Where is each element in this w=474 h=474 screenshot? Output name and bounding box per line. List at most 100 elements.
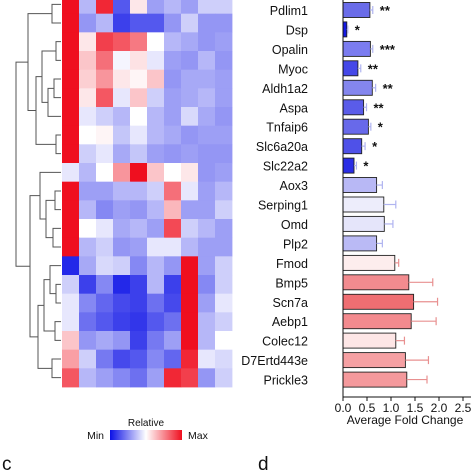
heatmap-cell xyxy=(181,219,199,239)
significance-marker: ** xyxy=(383,81,394,96)
bar xyxy=(342,313,412,330)
heatmap-cell xyxy=(113,0,131,15)
dendrogram-link xyxy=(35,76,56,145)
bar-chart: ***************0.0 0.5 1.0 1.5 2.0 2.5Average… xyxy=(335,0,472,427)
bar xyxy=(342,60,359,77)
heatmap-cell xyxy=(130,293,148,313)
heatmap-cell xyxy=(113,331,131,351)
heatmap-cell xyxy=(79,256,97,276)
bar xyxy=(342,2,371,18)
heatmap-cell xyxy=(113,13,131,33)
heatmap-cell xyxy=(79,69,97,89)
heatmap-cell xyxy=(198,368,216,388)
heatmap-cell xyxy=(113,368,131,388)
color-scale: Relative Min Max xyxy=(87,418,209,442)
heatmap-cell xyxy=(164,88,182,108)
heatmap-cell xyxy=(215,293,233,313)
dendrogram-link xyxy=(54,321,61,341)
bar xyxy=(342,177,378,193)
heatmap-cell xyxy=(181,144,199,164)
dendrogram xyxy=(15,3,61,379)
dendrogram-link xyxy=(55,283,61,304)
heatmap-cell xyxy=(198,107,216,127)
heatmap-cell xyxy=(62,32,80,52)
heatmap-cell xyxy=(130,181,148,201)
heatmap-cell xyxy=(62,368,80,388)
heatmap-cell xyxy=(181,256,199,276)
heatmap-cell xyxy=(181,163,199,183)
heatmap-cell xyxy=(113,32,131,52)
heatmap-cell xyxy=(130,69,148,89)
heatmap-cell xyxy=(79,331,97,351)
bar xyxy=(342,79,373,96)
heatmap-cell xyxy=(147,349,165,369)
heatmap-cell xyxy=(215,368,233,388)
heatmap-cell xyxy=(79,237,97,257)
heatmap-cell xyxy=(164,256,182,276)
gene-label: Myoc xyxy=(278,62,308,76)
heatmap-cell xyxy=(130,219,148,239)
significance-marker: * xyxy=(355,23,361,38)
significance-marker: *** xyxy=(380,42,396,57)
heatmap-cell xyxy=(96,349,114,369)
heatmap-cell xyxy=(113,107,131,127)
heatmap-cell xyxy=(215,349,233,369)
heatmap-cell xyxy=(130,237,148,257)
heatmap-cell xyxy=(164,312,182,332)
heatmap-cell xyxy=(62,144,80,164)
heatmap-cell xyxy=(181,349,199,369)
heatmap-cell xyxy=(130,368,148,388)
heatmap-cell xyxy=(113,88,131,108)
x-tick-label: 2.0 xyxy=(431,401,448,415)
gene-label: D7Ertd443e xyxy=(241,354,308,368)
heatmap-cell xyxy=(164,237,182,257)
heatmap-cell xyxy=(164,200,182,220)
panel-label-c: c xyxy=(2,454,12,474)
heatmap-cell xyxy=(62,125,80,145)
heatmap-cell xyxy=(130,349,148,369)
gene-label: Plp2 xyxy=(283,237,308,251)
bar xyxy=(342,274,410,291)
bar xyxy=(342,40,371,57)
heatmap-cell xyxy=(181,181,199,201)
dendrogram-link xyxy=(55,41,61,61)
heatmap-cell xyxy=(79,200,97,220)
heatmap-cell xyxy=(79,32,97,52)
heatmap-cell xyxy=(130,331,148,351)
x-tick-label: 2.5 xyxy=(455,401,472,415)
heatmap-cell xyxy=(96,219,114,239)
heatmap-cell xyxy=(164,275,182,295)
bar xyxy=(342,235,378,252)
bar xyxy=(342,352,406,369)
heatmap-cell xyxy=(215,13,233,33)
heatmap-cell xyxy=(147,107,165,127)
heatmap-cell xyxy=(215,312,233,332)
heatmap-cell xyxy=(130,275,148,295)
heatmap-cell xyxy=(215,275,233,295)
heatmap-cell xyxy=(181,293,199,313)
heatmap-cell xyxy=(147,0,165,15)
dendrogram-link xyxy=(55,134,61,155)
heatmap-cell xyxy=(198,163,216,183)
heatmap-cell xyxy=(113,275,131,295)
heatmap-cell xyxy=(198,88,216,108)
heatmap-cell xyxy=(215,200,233,220)
heatmap-cell xyxy=(164,51,182,71)
heatmap-cell xyxy=(79,349,97,369)
heatmap-cell xyxy=(79,88,97,108)
heatmap-cell xyxy=(164,32,182,52)
heatmap-cell xyxy=(96,331,114,351)
heatmap-cell xyxy=(96,275,114,295)
heatmap-cell xyxy=(79,368,97,388)
heatmap-cell xyxy=(79,144,97,164)
heatmap-cell xyxy=(164,13,182,33)
heatmap-cell xyxy=(130,163,148,183)
heatmap-cell xyxy=(62,13,80,33)
heatmap-cell xyxy=(147,125,165,145)
heatmap-cell xyxy=(130,107,148,127)
heatmap-cell xyxy=(181,51,199,71)
heatmap-cell xyxy=(164,69,182,89)
heatmap-cell xyxy=(79,312,97,332)
gene-label: Serping1 xyxy=(258,199,308,213)
